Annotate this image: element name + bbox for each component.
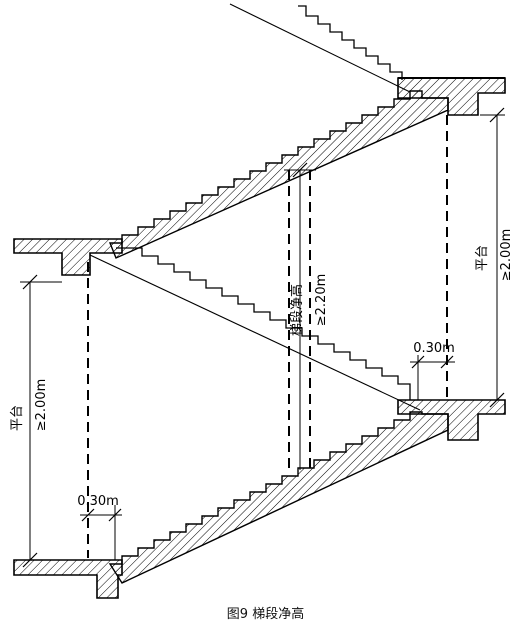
lower-flight xyxy=(108,411,449,584)
stairs-above-top xyxy=(298,5,403,80)
figure-caption: 图9 梯段净高 xyxy=(226,607,305,622)
left-offset-label: 0.30m xyxy=(77,494,119,509)
left-platform-min: ≥2.00m xyxy=(34,379,49,432)
upper-flight xyxy=(108,90,449,259)
left-mid-platform xyxy=(13,238,123,276)
right-offset-label: 0.30m xyxy=(413,341,455,356)
sight-line-middle xyxy=(89,254,421,411)
flight-clearance-min: ≥2.20m xyxy=(314,274,329,327)
right-platform-label: 平台 xyxy=(475,245,490,271)
flight-clearance-label: 梯段净高 xyxy=(289,284,305,336)
right-platform-min: ≥2.00m xyxy=(499,229,514,282)
stairs-middle-back xyxy=(116,247,411,400)
left-platform-label: 平台 xyxy=(10,405,25,431)
sight-line-top xyxy=(229,3,411,93)
bottom-left-platform xyxy=(13,559,123,599)
